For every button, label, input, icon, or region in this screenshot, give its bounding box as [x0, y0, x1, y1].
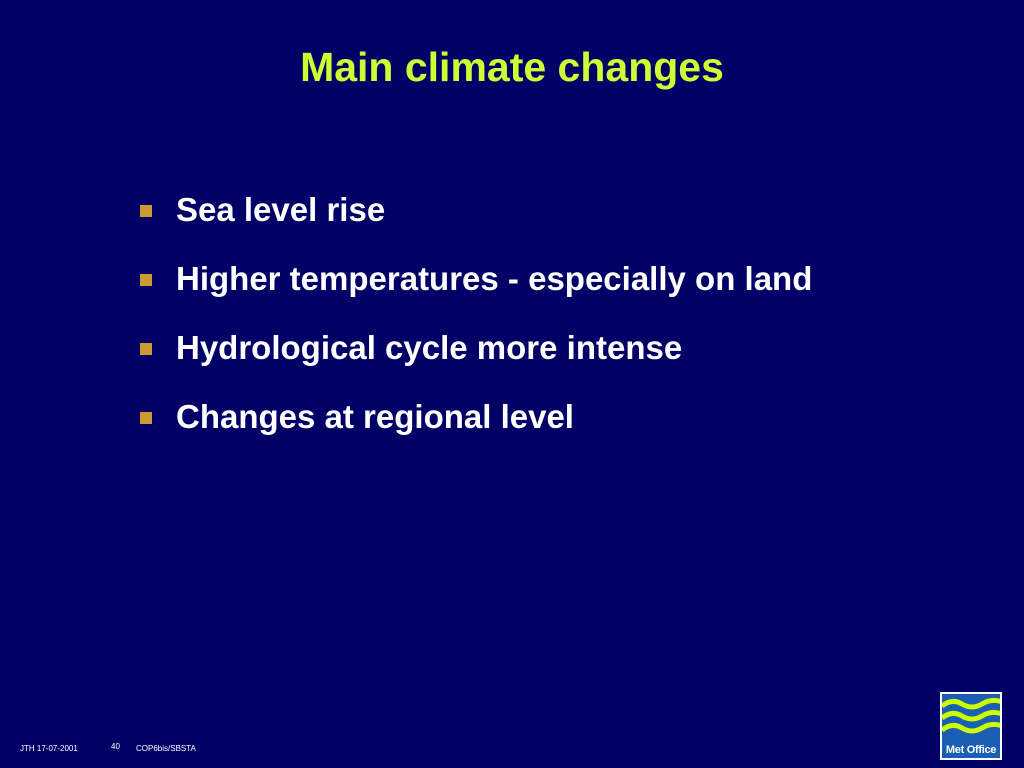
bullet-item: Higher temperatures - especially on land: [138, 257, 812, 326]
bullet-marker: [140, 343, 152, 355]
bullet-marker: [140, 412, 152, 424]
bullet-marker: [140, 274, 152, 286]
footer-author-date: JTH 17-07-2001: [20, 744, 78, 753]
bullet-item: Changes at regional level: [138, 395, 812, 464]
logo: Met Office: [940, 692, 1002, 760]
bullet-text: Higher temperatures - especially on land: [176, 260, 813, 297]
bullet-item: Hydrological cycle more intense: [138, 326, 812, 395]
page-number: 40: [111, 742, 120, 751]
logo-text: Met Office: [945, 744, 997, 756]
footer-event: COP6bis/SBSTA: [136, 744, 196, 753]
bullet-item: Sea level rise: [138, 188, 812, 257]
bullet-text: Hydrological cycle more intense: [176, 329, 683, 366]
bullet-list: Sea level rise Higher temperatures - espe…: [138, 188, 812, 464]
bullet-text: Sea level rise: [176, 191, 386, 228]
bullet-marker: [140, 205, 152, 217]
bullet-text: Changes at regional level: [176, 398, 574, 435]
logo-waves: [942, 697, 1000, 734]
slide-title: Main climate changes: [300, 44, 724, 90]
